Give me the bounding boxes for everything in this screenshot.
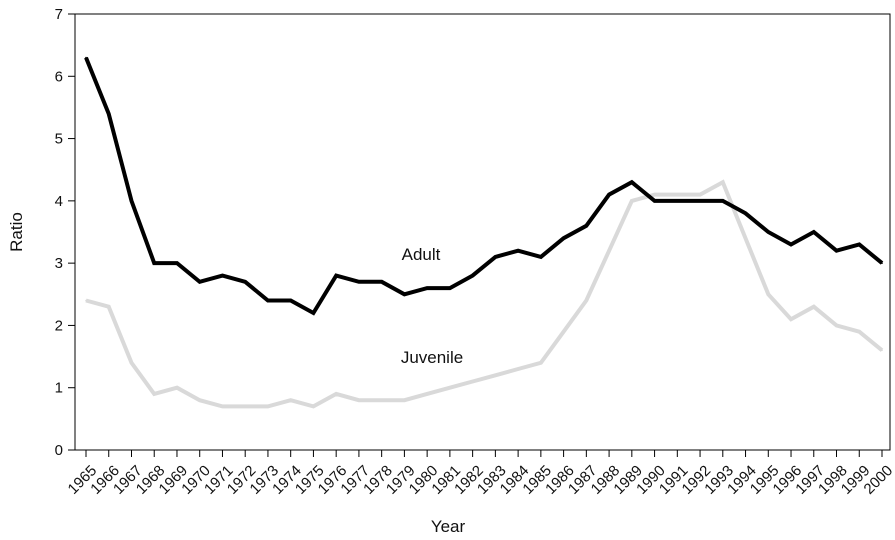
data-point-juvenile xyxy=(608,249,610,252)
data-point-adult xyxy=(562,237,565,240)
data-point-juvenile xyxy=(540,362,542,364)
y-tick-label: 6 xyxy=(55,68,63,85)
y-axis: 0 1 2 3 4 5 6 7 xyxy=(55,6,75,459)
data-point-adult xyxy=(722,200,724,202)
data-point-adult xyxy=(85,56,87,59)
data-point-adult xyxy=(653,200,656,202)
data-point-adult xyxy=(517,249,519,252)
data-point-juvenile xyxy=(676,193,679,196)
series-line-adult xyxy=(84,56,884,316)
data-point-adult xyxy=(631,181,633,183)
data-point-juvenile xyxy=(358,399,360,401)
data-point-juvenile xyxy=(153,393,156,395)
data-point-juvenile xyxy=(653,193,656,196)
data-point-adult xyxy=(198,281,201,283)
data-point-juvenile xyxy=(835,324,838,327)
y-tick-label: 0 xyxy=(55,442,63,459)
data-point-juvenile xyxy=(517,368,519,370)
data-point-adult xyxy=(107,112,110,115)
data-point-juvenile xyxy=(471,380,474,383)
data-point-juvenile xyxy=(699,193,701,196)
data-point-juvenile xyxy=(494,374,497,377)
data-point-adult xyxy=(744,212,747,215)
data-point-adult xyxy=(358,281,360,283)
data-point-juvenile xyxy=(722,181,724,183)
data-point-adult xyxy=(540,256,542,258)
data-point-adult xyxy=(676,200,679,202)
y-tick-label: 7 xyxy=(55,6,63,23)
data-point-adult xyxy=(312,312,315,314)
data-point-juvenile xyxy=(312,405,315,408)
data-point-juvenile xyxy=(449,386,451,389)
y-tick-label: 5 xyxy=(55,131,63,148)
data-point-adult xyxy=(267,299,269,302)
data-point-adult xyxy=(380,281,383,283)
data-point-adult xyxy=(471,274,474,277)
data-point-adult xyxy=(335,274,337,277)
data-point-juvenile xyxy=(335,393,337,395)
data-point-adult xyxy=(699,200,701,202)
series-line-juvenile xyxy=(85,179,884,409)
data-point-juvenile xyxy=(107,305,110,308)
data-point-juvenile xyxy=(881,349,883,352)
data-point-juvenile xyxy=(403,399,406,401)
data-point-juvenile xyxy=(744,237,747,240)
y-tick-label: 1 xyxy=(55,380,63,397)
data-point-juvenile xyxy=(812,305,815,308)
data-point-juvenile xyxy=(85,299,87,302)
y-tick-label: 4 xyxy=(55,193,63,210)
data-point-adult xyxy=(767,231,770,233)
data-point-adult xyxy=(153,262,156,264)
data-point-juvenile xyxy=(585,299,588,302)
data-point-adult xyxy=(881,262,883,264)
data-point-adult xyxy=(130,200,133,202)
y-tick-label: 2 xyxy=(55,317,63,334)
data-point-juvenile xyxy=(426,393,428,395)
data-point-adult xyxy=(449,287,451,289)
data-point-adult xyxy=(403,293,406,296)
data-point-juvenile xyxy=(858,330,861,333)
data-point-adult xyxy=(426,287,428,289)
data-point-adult xyxy=(858,243,861,246)
data-point-adult xyxy=(494,256,497,258)
data-point-adult xyxy=(176,262,178,264)
data-point-juvenile xyxy=(130,362,133,364)
data-point-adult xyxy=(790,243,792,246)
series-label-adult: Adult xyxy=(402,245,441,264)
data-point-adult xyxy=(835,249,838,252)
data-point-juvenile xyxy=(562,330,565,333)
data-point-juvenile xyxy=(631,200,633,202)
data-point-adult xyxy=(812,231,815,233)
data-point-adult xyxy=(221,274,224,277)
data-point-adult xyxy=(244,281,246,283)
data-point-juvenile xyxy=(221,405,224,408)
series-lines xyxy=(84,56,884,409)
data-point-juvenile xyxy=(790,318,792,321)
x-axis: 1965196619671968196919701971197219731974… xyxy=(65,450,895,498)
data-point-juvenile xyxy=(176,386,178,389)
data-point-juvenile xyxy=(289,399,292,401)
data-point-juvenile xyxy=(198,399,201,401)
plot-frame xyxy=(74,13,891,451)
data-point-juvenile xyxy=(267,405,269,408)
data-point-adult xyxy=(608,193,610,196)
data-point-juvenile xyxy=(767,293,770,296)
data-point-juvenile xyxy=(380,399,383,401)
series-label-juvenile: Juvenile xyxy=(401,348,463,367)
data-point-adult xyxy=(289,299,292,302)
data-point-juvenile xyxy=(244,405,246,408)
y-tick-label: 3 xyxy=(55,255,63,272)
y-axis-title: Ratio xyxy=(7,212,26,252)
data-point-adult xyxy=(585,224,588,227)
x-axis-title: Year xyxy=(431,517,466,536)
